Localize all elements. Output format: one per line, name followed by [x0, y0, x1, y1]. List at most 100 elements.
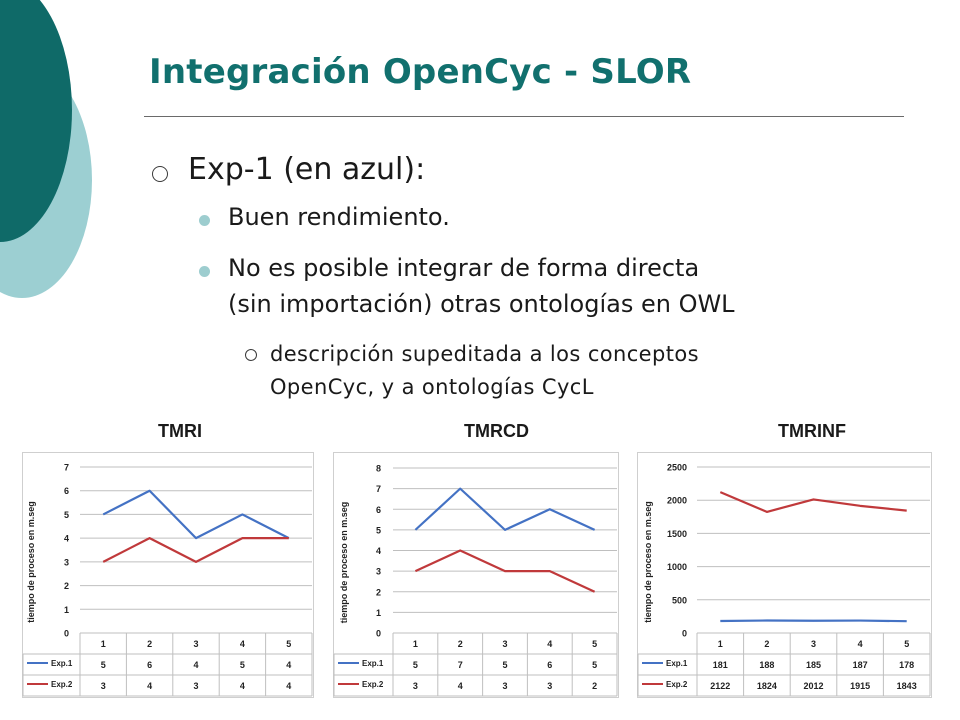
category-label: 3: [811, 639, 816, 649]
decorative-circles: [0, 0, 92, 298]
subsubbullet-line2: OpenCyc, y a ontologías CycL: [270, 375, 594, 399]
table-value: 5: [502, 660, 507, 670]
table-value: 188: [759, 660, 774, 670]
y-tick-label: 0: [376, 629, 381, 639]
table-value: 185: [806, 660, 821, 670]
subsubbullet-line1: descripción supeditada a los conceptos: [270, 342, 699, 366]
series-line-exp1: [414, 487, 596, 531]
y-tick-label: 4: [376, 546, 381, 556]
legend-label: Exp.1: [666, 659, 688, 668]
table-value: 5: [413, 660, 418, 670]
y-tick-label: 1: [64, 605, 69, 615]
subbullet-rendimiento: Buen rendimiento.: [228, 203, 450, 231]
ring-bullet-icon: [152, 166, 168, 182]
series-line-exp1: [102, 489, 290, 540]
y-tick-label: 5: [376, 525, 381, 535]
y-tick-label: 3: [376, 567, 381, 577]
table-value: 187: [853, 660, 868, 670]
slide-title: Integración OpenCyc - SLOR: [149, 52, 692, 92]
table-value: 4: [147, 681, 152, 691]
chart-svg: 0 500 1000 1500 2000 2500 tiempo de proceso en…: [637, 452, 932, 698]
y-axis-label: tiempo de proceso en m.seg: [643, 501, 653, 623]
y-axis-label: tiempo de proceso en m.seg: [26, 501, 36, 623]
table-value: 2: [592, 681, 597, 691]
chart-title-tmrinf: TMRINF: [778, 421, 846, 441]
dot-bullet-icon: [199, 266, 210, 277]
y-tick-label: 1: [376, 608, 381, 618]
subbullet-integrar-line2: (sin importación) otras ontologías en OW…: [228, 290, 735, 318]
dot-bullet-icon: [199, 215, 210, 226]
table-value: 1824: [757, 681, 777, 691]
category-label: 2: [764, 639, 769, 649]
legend-label: Exp.2: [666, 680, 688, 689]
y-tick-label: 1000: [667, 562, 687, 572]
category-label: 2: [147, 639, 152, 649]
table-value: 4: [286, 681, 291, 691]
table-value: 5: [101, 660, 106, 670]
y-tick-label: 2000: [667, 496, 687, 506]
table-value: 5: [240, 660, 245, 670]
table-value: 7: [458, 660, 463, 670]
table-value: 1843: [897, 681, 917, 691]
table-value: 2122: [710, 681, 730, 691]
category-label: 5: [592, 639, 597, 649]
category-label: 5: [904, 639, 909, 649]
category-label: 4: [240, 639, 245, 649]
table-value: 181: [713, 660, 728, 670]
y-tick-label: 3: [64, 557, 69, 567]
y-tick-label: 7: [64, 463, 69, 473]
table-value: 3: [193, 681, 198, 691]
category-label: 2: [458, 639, 463, 649]
y-tick-label: 0: [682, 629, 687, 639]
category-label: 3: [502, 639, 507, 649]
y-tick-label: 500: [672, 595, 687, 605]
y-tick-label: 6: [64, 486, 69, 496]
ring-bullet-icon: [245, 349, 257, 361]
category-label: 5: [286, 639, 291, 649]
legend-label: Exp.2: [362, 680, 384, 689]
table-value: 4: [458, 681, 463, 691]
table-value: 4: [240, 681, 245, 691]
category-label: 4: [858, 639, 863, 649]
table-value: 2012: [803, 681, 823, 691]
chart-tmrcd: 0 1 2 3 4 5 6 7 8 tiempo de proceso en m.seg 1 2 3 4 5…: [333, 452, 619, 698]
y-tick-label: 4: [64, 534, 69, 544]
chart-svg: 0 1 2 3 4 5 6 7 8 tiempo de proceso en m.seg 1 2 3 4 5…: [333, 452, 619, 698]
series-line-exp2: [719, 491, 907, 513]
legend-label: Exp.1: [362, 659, 384, 668]
y-tick-label: 1500: [667, 529, 687, 539]
y-tick-label: 6: [376, 505, 381, 515]
y-tick-label: 5: [64, 510, 69, 520]
y-tick-label: 2: [376, 587, 381, 597]
category-label: 1: [101, 639, 106, 649]
table-value: 4: [193, 660, 198, 670]
category-label: 4: [547, 639, 552, 649]
table-value: 6: [547, 660, 552, 670]
chart-tmrinf: 0 500 1000 1500 2000 2500 tiempo de proceso en…: [637, 452, 932, 698]
chart-tmri: 0 1 2 3 4 5 6 7 tiempo de proceso en m.seg 1 2 3 4 5 E…: [22, 452, 314, 698]
chart-border: [333, 452, 619, 698]
series-line-exp2: [102, 537, 289, 563]
chart-title-tmri: TMRI: [158, 421, 202, 441]
y-tick-label: 2: [64, 581, 69, 591]
chart-border: [22, 452, 314, 698]
category-label: 1: [413, 639, 418, 649]
table-value: 3: [413, 681, 418, 691]
table-value: 178: [899, 660, 914, 670]
subbullet-integrar-line1: No es posible integrar de forma directa: [228, 254, 700, 282]
table-value: 3: [502, 681, 507, 691]
chart-title-tmrcd: TMRCD: [464, 421, 529, 441]
table-value: 5: [592, 660, 597, 670]
table-value: 3: [547, 681, 552, 691]
title-divider: [144, 116, 904, 117]
chart-border: [637, 452, 932, 698]
decorative-circle-dark: [0, 0, 72, 242]
series-line-exp1: [720, 619, 907, 623]
table-value: 6: [147, 660, 152, 670]
chart-svg: 0 1 2 3 4 5 6 7 tiempo de proceso en m.seg 1 2 3 4 5 E…: [22, 452, 314, 698]
y-tick-label: 0: [64, 629, 69, 639]
series-line-exp2: [414, 549, 596, 593]
y-tick-label: 8: [376, 464, 381, 474]
table-value: 1915: [850, 681, 870, 691]
legend-label: Exp.2: [51, 680, 73, 689]
